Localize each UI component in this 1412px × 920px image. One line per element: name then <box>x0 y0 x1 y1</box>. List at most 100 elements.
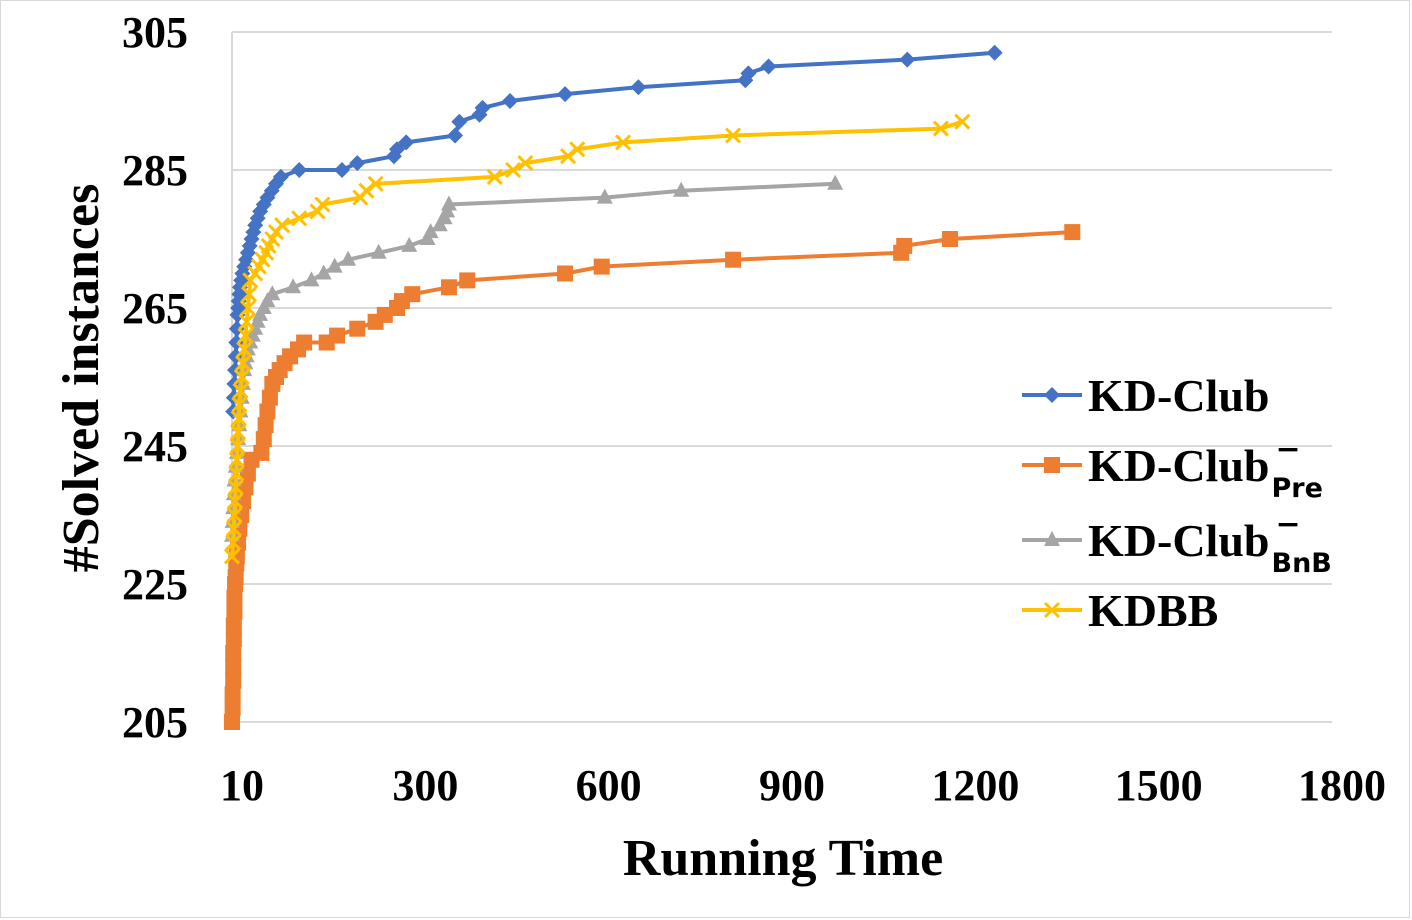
data-point <box>238 313 255 330</box>
x-tick-label: 10 <box>220 761 264 810</box>
data-point <box>349 320 366 337</box>
series <box>223 44 1081 730</box>
data-point <box>238 251 255 268</box>
data-point <box>225 617 242 634</box>
data-point <box>517 155 534 172</box>
data-point <box>569 141 586 158</box>
data-point <box>899 51 916 68</box>
data-point <box>261 389 278 406</box>
data-point <box>593 258 610 275</box>
legend-item: KD-Club <box>1022 370 1269 421</box>
data-point <box>228 465 245 482</box>
data-point <box>401 236 418 252</box>
data-point <box>303 271 320 287</box>
data-point <box>673 181 690 197</box>
data-point <box>896 237 913 254</box>
data-point <box>296 334 313 351</box>
data-point <box>228 451 245 468</box>
data-point <box>349 155 366 172</box>
x-tick-label: 600 <box>576 761 642 810</box>
series-kdbb <box>223 113 971 565</box>
y-axis-title: #Solved instances <box>53 184 110 573</box>
data-point <box>225 520 242 537</box>
legend-marker <box>1044 387 1060 403</box>
data-point <box>225 658 242 675</box>
data-point <box>502 93 519 109</box>
data-point <box>447 127 464 144</box>
data-point <box>725 251 742 268</box>
y-tick-label: 305 <box>122 8 188 57</box>
data-point <box>340 250 357 266</box>
data-point <box>231 396 248 413</box>
data-point <box>233 368 250 386</box>
legend-label-subscript: Pre <box>1271 473 1322 504</box>
data-point <box>274 217 291 234</box>
data-point <box>226 506 243 524</box>
legend-label-superscript: − <box>1275 507 1300 542</box>
series-kd-club <box>225 44 1003 420</box>
series-line <box>231 50 995 412</box>
legend-item: KD-Club BnB − <box>1022 507 1332 579</box>
data-point <box>285 278 302 294</box>
legend-label: KD-Club <box>1088 440 1269 491</box>
data-point <box>236 341 253 358</box>
data-point <box>225 534 242 551</box>
data-point <box>760 58 777 75</box>
data-point <box>557 265 574 282</box>
data-point <box>224 700 241 717</box>
data-point <box>474 99 491 116</box>
data-point <box>932 120 949 137</box>
data-point <box>440 279 457 296</box>
data-point <box>226 603 243 620</box>
data-point <box>398 134 415 151</box>
gridlines <box>231 31 1332 723</box>
data-point <box>596 188 613 204</box>
series-line <box>230 181 836 536</box>
data-point <box>986 44 1003 61</box>
data-point <box>230 424 247 441</box>
data-point <box>827 174 844 190</box>
data-point <box>259 403 276 420</box>
series-line <box>230 230 1073 723</box>
data-point <box>226 493 244 510</box>
data-point <box>239 465 256 482</box>
data-point <box>557 86 574 103</box>
data-point <box>422 223 439 239</box>
legend-label-superscript: − <box>1275 432 1300 467</box>
data-point <box>291 210 308 227</box>
data-point <box>264 285 281 301</box>
data-point <box>725 127 742 144</box>
x-axis-title: Running Time <box>623 830 943 887</box>
data-point <box>376 306 393 323</box>
legend-marker <box>1044 531 1060 546</box>
data-point <box>326 257 343 273</box>
x-tick-label: 1200 <box>931 761 1019 810</box>
data-point <box>404 286 421 303</box>
data-point <box>253 444 270 461</box>
legend-label: KDBB <box>1088 585 1218 636</box>
data-point <box>227 569 244 586</box>
data-point <box>241 286 258 303</box>
data-point <box>486 168 503 185</box>
legend-marker <box>1043 601 1061 619</box>
x-tick-label: 1500 <box>1115 761 1203 810</box>
data-point <box>257 417 274 434</box>
x-tick-label: 1800 <box>1298 761 1386 810</box>
data-point <box>560 148 577 165</box>
data-point <box>370 243 387 259</box>
data-point <box>459 272 476 289</box>
y-tick-label: 245 <box>122 422 188 471</box>
legend-item: KDBB <box>1022 585 1218 636</box>
data-point <box>234 355 252 372</box>
legend-marker <box>1044 457 1060 473</box>
legend-item: KD-Club Pre − <box>1022 432 1323 504</box>
data-point <box>942 231 959 247</box>
data-point <box>227 479 244 496</box>
data-point <box>367 175 384 192</box>
data-point <box>615 134 632 151</box>
data-point <box>291 162 308 178</box>
data-point <box>451 113 468 130</box>
data-point <box>226 589 243 606</box>
